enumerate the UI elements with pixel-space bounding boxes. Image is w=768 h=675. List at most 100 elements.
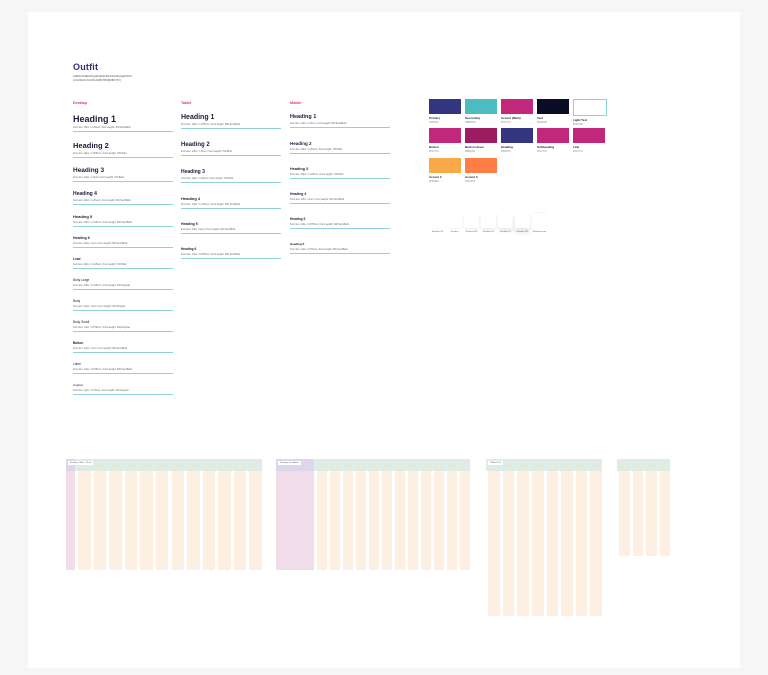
type-style-spec: Font size: 14px / 0.875rem | Font weight… — [181, 253, 240, 256]
grid-column — [421, 459, 431, 570]
typography-desktop: Desktop Heading 1 Font size: 36px / 2.25r… — [73, 101, 173, 404]
grid-column — [395, 459, 405, 570]
type-style-row: Button Font size: 16px / 1rem | Font weig… — [73, 341, 173, 353]
grid-column-head — [590, 459, 602, 471]
grid-label: Desktop 1440 - 12 col — [68, 461, 94, 465]
grid-column — [155, 459, 169, 570]
type-style-row: Heading 6 Font size: 16px / 1rem | Font w… — [73, 236, 173, 248]
grid-column — [575, 459, 588, 616]
grid-column-head — [488, 459, 500, 471]
type-style-spec: Font size: 16px / 1rem | Font weight: 60… — [73, 347, 128, 350]
grid-header-band — [617, 459, 670, 471]
type-style-spec: Font size: 14px / 0.875rem | Font weight… — [73, 326, 130, 329]
swatch-name: Heading — [501, 145, 513, 149]
shadow-box — [481, 212, 496, 228]
color-swatch: Light Text #FFFFFF — [573, 99, 607, 126]
shadow-sample: Shadow MD — [464, 212, 479, 233]
shadow-label: Shadow XS — [431, 231, 444, 233]
swatch-name: Accent (Main) — [501, 116, 521, 120]
grid-column — [124, 459, 138, 570]
swatch-hex: #33367F — [429, 121, 439, 124]
swatch-name: Button — [429, 145, 439, 149]
type-style-spec: Font size: 18px / 1.125rem | Font weight… — [73, 284, 130, 287]
swatch-hex: #33367F — [501, 150, 511, 153]
type-style-row: Heading 6 Font size: 12px / 0.75rem | Fon… — [290, 242, 390, 254]
grid-column-head — [109, 459, 122, 471]
grid-column — [488, 459, 500, 616]
grid-column-head — [249, 459, 262, 471]
grid-column-head — [330, 459, 340, 471]
grid-column — [517, 459, 529, 616]
type-style-name: Heading 1 — [73, 114, 117, 124]
grid-column-head — [421, 459, 431, 471]
grid-column-head — [395, 459, 405, 471]
color-swatch: Accent 2 #F8A94A — [429, 158, 461, 183]
swatch-color-box — [537, 128, 569, 143]
swatch-hex: #C1277A — [537, 150, 547, 153]
swatch-color-box — [537, 99, 569, 114]
type-style-name: Heading 1 — [290, 114, 317, 120]
grid-column — [369, 459, 379, 570]
shadow-box — [430, 212, 445, 228]
type-style-row: Heading 3 Font size: 18px / 1.125rem | Fo… — [290, 167, 390, 179]
color-swatch: Link #C1277A — [573, 128, 605, 153]
typography-mobile: Mobile Heading 1 Font size: 24px / 1.5rem… — [290, 101, 390, 267]
type-style-name: Heading 5 — [181, 222, 198, 226]
type-style-row: Heading 2 Font size: 30px / 1.875rem | Fo… — [73, 141, 173, 158]
grid-column — [78, 459, 91, 570]
type-style-row: Caption Font size: 12px / 0.75rem | Font … — [73, 383, 173, 395]
grid-column-head — [408, 459, 418, 471]
type-style-row: Heading 3 Font size: 20px / 1.25rem | Fon… — [181, 169, 281, 183]
grid-column — [171, 459, 185, 570]
type-style-name: Heading 6 — [73, 236, 90, 240]
type-style-spec: Font size: 30px / 1.875rem | Font weight… — [73, 152, 127, 155]
swatch-name: Primary — [429, 116, 441, 120]
grid-column-head — [632, 459, 643, 471]
type-style-spec: Font size: 18px / 1.125rem | Font weight… — [181, 203, 240, 206]
grid-column — [218, 459, 231, 570]
grid-mobile — [617, 459, 670, 556]
grid-column-head — [561, 459, 573, 471]
grid-column-head — [546, 459, 559, 471]
grid-column-head — [517, 459, 529, 471]
swatch-hex: #9B1D62 — [465, 150, 475, 153]
type-style-spec: Font size: 20px / 1.25rem | Font weight:… — [290, 148, 343, 151]
shadow-label: Shadow Inner — [532, 231, 547, 233]
grid-column-head — [155, 459, 169, 471]
swatch-hex: #C1277A — [501, 121, 511, 124]
swatch-hex: #FD7F45 — [465, 180, 475, 183]
swatch-name: Accent 2 — [429, 175, 442, 179]
grid-column — [546, 459, 559, 616]
swatch-color-box — [573, 128, 605, 143]
swatch-name: Secondary — [465, 116, 481, 120]
color-swatch: Button #C1277A — [429, 128, 461, 153]
type-style-name: Body Small — [73, 320, 90, 324]
grid-column — [343, 459, 353, 570]
shadow-box — [532, 212, 547, 228]
swatch-name: Button Hover — [465, 145, 484, 149]
type-style-name: Body — [73, 299, 81, 303]
font-family-title: Outfit — [73, 62, 99, 72]
swatch-color-box — [429, 99, 461, 114]
shadow-sample: Shadow LG — [481, 212, 496, 233]
grid-column — [502, 459, 515, 616]
grid-column-head — [434, 459, 444, 471]
type-style-row: Heading 2 Font size: 24px / 1.5rem | Font… — [181, 142, 281, 156]
grid-column-head — [140, 459, 153, 471]
type-style-name: Label — [73, 362, 81, 366]
type-style-name: Heading 2 — [290, 141, 312, 146]
column-label: Tablet — [181, 101, 192, 105]
grid-column-head — [343, 459, 353, 471]
type-style-name: Heading 2 — [73, 141, 109, 150]
shadow-label: Shadow LG — [482, 231, 495, 233]
type-style-name: Body Large — [73, 278, 90, 282]
grid-sidebar-head — [66, 459, 75, 471]
shadow-sample: Shadow XL — [498, 212, 513, 233]
type-style-spec: Font size: 24px / 1.5rem | Font weight: … — [290, 122, 347, 125]
grid-column — [659, 459, 670, 556]
type-style-spec: Font size: 20px / 1.25rem | Font weight:… — [181, 177, 234, 180]
grid-column-head — [369, 459, 379, 471]
grid-column — [317, 459, 327, 570]
type-style-row: Heading 1 Font size: 36px / 2.25rem | Fon… — [73, 114, 173, 132]
grid-column-head — [659, 459, 670, 471]
